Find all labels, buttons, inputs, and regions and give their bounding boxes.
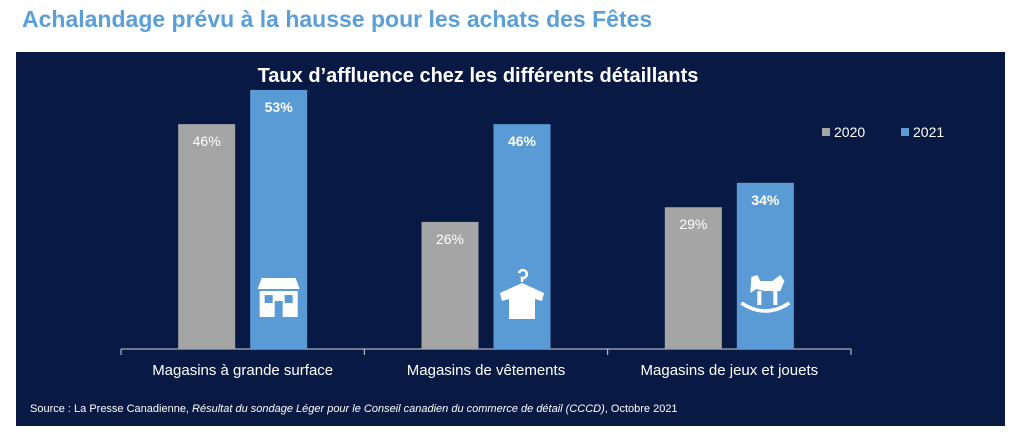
legend-swatch — [822, 128, 830, 136]
legend-label: 2020 — [834, 124, 865, 140]
store-awning — [257, 278, 300, 289]
bar-2020 — [178, 124, 236, 349]
data-label: 34% — [751, 192, 780, 208]
x-tick-label: Magasins à grande surface — [152, 362, 333, 379]
legend-label: 2021 — [913, 124, 944, 140]
store-icon — [257, 278, 300, 317]
hanger-hook — [517, 268, 529, 282]
bar-2020 — [664, 207, 722, 349]
data-label: 46% — [193, 133, 221, 149]
shirt-hanger-icon — [500, 268, 544, 319]
bar-2021 — [736, 182, 794, 349]
legend-swatch — [901, 128, 909, 136]
horse-leg — [757, 291, 762, 305]
rocker — [740, 301, 791, 313]
source-note: Source : La Presse Canadienne, Résultat … — [30, 403, 678, 415]
bar-2020 — [421, 221, 479, 349]
data-label: 29% — [679, 216, 707, 232]
x-tick-label: Magasins de vêtements — [407, 362, 565, 379]
store-window — [284, 295, 293, 303]
store-door — [274, 301, 283, 317]
horse-leg — [773, 291, 778, 305]
chart-title: Taux d’affluence chez les différents dét… — [257, 65, 699, 87]
page-title: Achalandage prévu à la hausse pour les a… — [22, 6, 653, 32]
source-suffix: , Octobre 2021 — [604, 403, 678, 415]
rocking-horse-icon — [740, 275, 791, 313]
bar-chart: 46% 53% Magasins à grande surface 26% 46% Mag… — [120, 89, 944, 379]
x-tick-label: Magasins de jeux et jouets — [641, 362, 819, 379]
store-window — [264, 295, 273, 303]
data-label: 46% — [508, 133, 537, 149]
shirt-shape — [500, 283, 544, 319]
horse-body — [750, 275, 785, 293]
source-prefix: Source : La Presse Canadienne, — [30, 403, 193, 415]
source-title: Résultat du sondage Léger pour le Consei… — [192, 403, 605, 415]
data-label: 26% — [436, 231, 464, 247]
chart-panel: Taux d’affluence chez les différents dét… — [16, 52, 1005, 426]
data-label: 53% — [265, 99, 294, 115]
